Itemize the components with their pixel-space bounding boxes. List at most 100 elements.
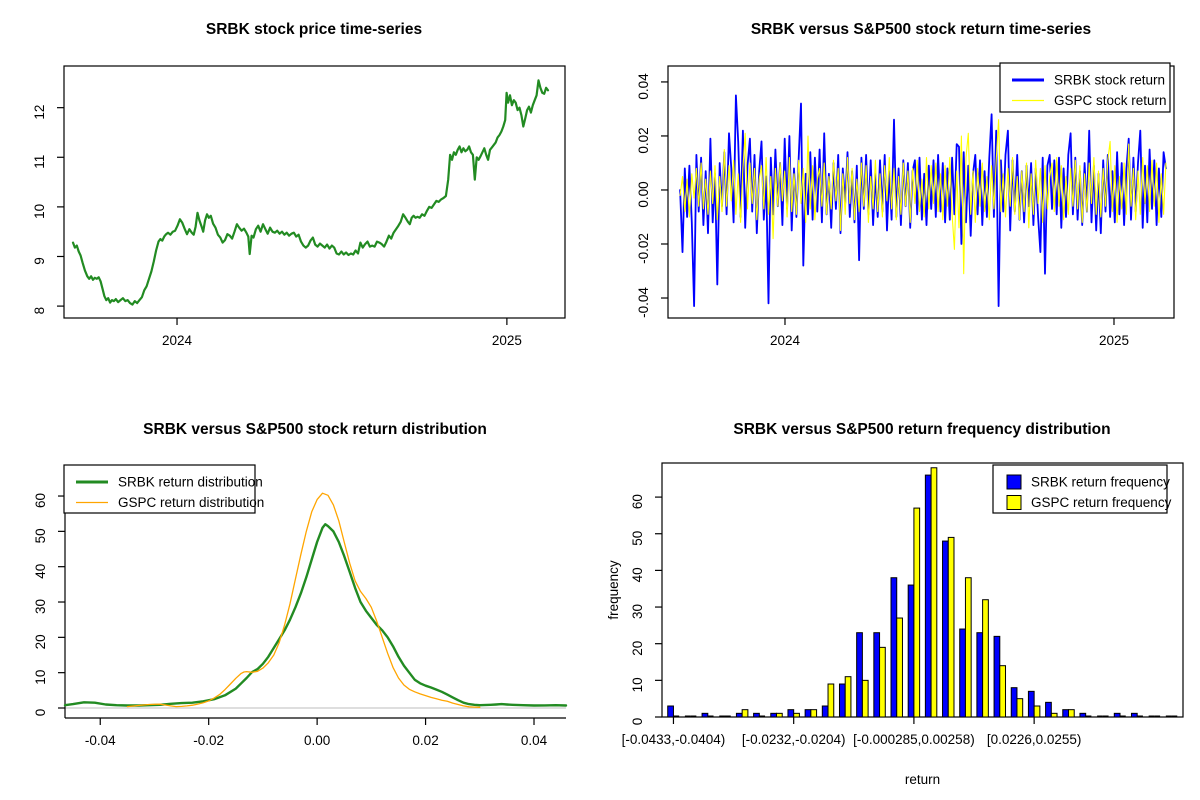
bar	[1062, 709, 1069, 718]
bar	[741, 709, 749, 718]
bar	[861, 679, 869, 718]
legend-box	[999, 62, 1171, 113]
bar	[1027, 690, 1035, 718]
bar	[838, 683, 846, 718]
chart-title: SRBK versus S&P500 stock return time-ser…	[751, 21, 1091, 38]
series-line	[126, 492, 481, 708]
y-tick-label: 12	[32, 105, 47, 120]
bar	[793, 712, 800, 718]
bar	[821, 705, 829, 718]
x-axis-title: return	[905, 772, 940, 787]
y-tick-label: 8	[32, 307, 47, 315]
bar	[947, 536, 955, 718]
y-tick-label: 10	[32, 204, 47, 219]
bar	[804, 709, 812, 718]
x-tick-label: 2025	[1099, 333, 1129, 348]
x-tick-label: 2024	[770, 333, 801, 348]
y-tick-label: 0.04	[636, 73, 651, 100]
x-tick-label: [-0.000285,0.00258)	[853, 732, 975, 747]
y-tick-label: -0.04	[636, 287, 651, 318]
y-tick-label: 50	[630, 531, 645, 546]
x-tick-label: 2024	[162, 333, 193, 348]
x-tick-label: [-0.0232,-0.0204)	[742, 732, 846, 747]
legend-label: SRBK return frequency	[1031, 475, 1170, 490]
x-tick-label: 0.04	[521, 733, 548, 748]
series-line	[679, 119, 1167, 275]
y-tick-label: 40	[33, 564, 48, 579]
plot-border	[63, 65, 566, 319]
series-line	[63, 523, 568, 707]
bar	[1067, 709, 1075, 718]
chart-title: SRBK versus S&P500 stock return distribu…	[143, 421, 487, 438]
bar	[964, 577, 972, 718]
bar	[701, 712, 709, 718]
price-time-series-chart: SRBK stock price time-series 8 9 10 11 12 202…	[32, 21, 566, 348]
y-tick-label: 30	[33, 599, 48, 614]
return-distribution-chart: SRBK versus S&P500 stock return distribu…	[33, 421, 568, 748]
y-tick-label: 20	[630, 641, 645, 656]
legend-label: SRBK return distribution	[118, 475, 263, 490]
y-tick-label: 60	[33, 493, 48, 508]
bar	[924, 474, 932, 718]
bar	[890, 577, 898, 718]
bar	[1079, 712, 1087, 718]
x-tick-label: -0.02	[193, 733, 224, 748]
y-tick-label: 0	[630, 718, 645, 726]
bar	[942, 540, 949, 718]
bar	[787, 709, 795, 718]
bar	[856, 632, 863, 718]
bar	[844, 676, 852, 718]
x-tick-label: 2025	[492, 333, 522, 348]
bar	[999, 665, 1007, 718]
y-tick-label: 60	[630, 494, 645, 509]
y-tick-label: 0.02	[636, 127, 651, 153]
bar	[1045, 701, 1052, 718]
y-tick-label: -0.02	[636, 233, 651, 264]
legend-label: GSPC return distribution	[118, 495, 264, 510]
bar	[896, 617, 903, 718]
bar	[735, 712, 743, 718]
y-tick-label: 11	[32, 155, 47, 169]
bar	[982, 599, 989, 718]
bar	[1010, 687, 1018, 718]
y-tick-label: 50	[33, 528, 48, 543]
x-tick-label: 0.00	[304, 733, 330, 748]
plot-border	[667, 65, 1175, 319]
return-frequency-chart: SRBK versus S&P500 return frequency dist…	[606, 421, 1184, 787]
y-tick-label: 10	[33, 670, 48, 685]
y-axis-title: frequency	[606, 560, 621, 620]
series-line	[71, 79, 550, 306]
bar	[1016, 698, 1024, 718]
bar	[810, 709, 818, 718]
x-tick-label: -0.04	[85, 733, 116, 748]
x-tick-label: [0.0226,0.0255)	[987, 732, 1082, 747]
y-tick-label: 0	[33, 709, 48, 717]
chart-title: SRBK versus S&P500 return frequency dist…	[733, 421, 1110, 438]
bar	[913, 507, 921, 718]
y-tick-label: 40	[630, 567, 645, 582]
legend-label: GSPC return frequency	[1031, 495, 1172, 510]
legend-box	[992, 464, 1168, 514]
bar	[1130, 712, 1138, 718]
y-tick-label: 20	[33, 634, 48, 649]
bar	[776, 712, 783, 718]
legend-box-swatch	[1006, 474, 1022, 490]
x-tick-label: [-0.0433,-0.0404)	[622, 732, 726, 747]
bar	[667, 705, 674, 718]
return-time-series-chart: SRBK versus S&P500 stock return time-ser…	[636, 21, 1175, 348]
bar	[1050, 712, 1058, 718]
bar	[770, 712, 778, 718]
plot-border	[661, 462, 1184, 718]
legend-label: GSPC stock return	[1054, 93, 1167, 108]
legend-box	[63, 464, 256, 514]
bar	[873, 632, 881, 718]
chart-title: SRBK stock price time-series	[206, 21, 422, 38]
y-tick-label: 10	[630, 677, 645, 692]
y-tick-label: 0.00	[636, 181, 651, 207]
bar	[1113, 712, 1121, 718]
bar	[879, 646, 886, 718]
y-tick-label: 30	[630, 604, 645, 619]
bar	[827, 683, 835, 718]
bar	[976, 632, 984, 718]
